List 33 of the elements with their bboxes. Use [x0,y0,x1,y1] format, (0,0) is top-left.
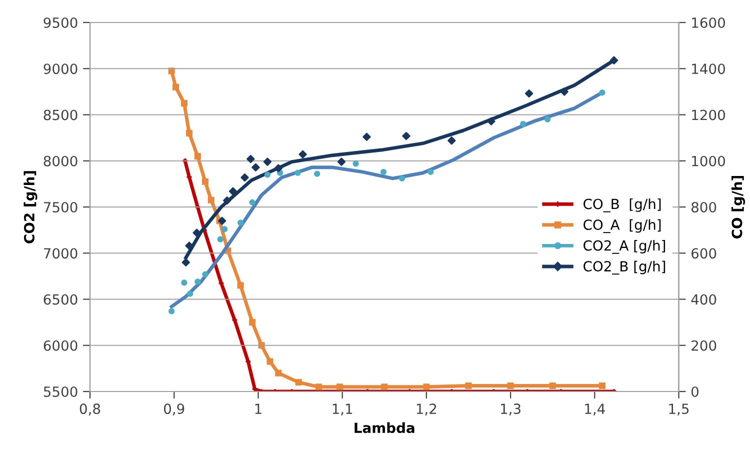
y-tick-label: 9500 [44,17,78,28]
y2-tick-label: 1600 [692,17,725,28]
x-tick-label: 0,9 [164,404,184,416]
y2-tick-label: 600 [692,248,716,259]
y-tick-label: 6000 [44,340,78,351]
x-tick-label: 1,4 [585,404,605,416]
x-tick-label: 1,1 [332,404,352,416]
y-tick-label: 8000 [44,156,78,166]
x-axis-title: Lambda [354,422,414,434]
y-tick-label: 7500 [44,202,78,212]
x-tick-label: 0,8 [80,404,100,416]
y-tick-label: 5500 [44,386,78,397]
y2-tick-label: 0 [691,386,698,397]
y2-tick-label: 1000 [692,156,725,166]
y2-tick-label: 200 [692,340,716,351]
y-tick-label: 7000 [44,248,78,259]
y2-axis-title: CO [g/h] [731,176,746,239]
y2-tick-label: 400 [691,294,716,305]
x-tick-label: 1,3 [501,404,520,416]
x-tick-label: 1,5 [669,404,689,416]
x-tick-label: 1,2 [416,404,436,416]
x-tick-label: 1 [255,404,262,414]
y-tick-label: 6500 [44,294,78,305]
y-tick-label: 9000 [44,64,78,74]
y2-tick-label: 1200 [692,110,725,120]
legend-label: CO2_A [g/h] [584,240,666,254]
y-tick-label: 8500 [44,110,78,120]
legend-label: CO_A [g/h] [584,219,661,234]
y2-tick-label: 800 [691,202,716,212]
legend-label: CO_B [g/h] [584,198,661,212]
legend-label: CO2_B [g/h] [584,260,666,275]
y-axis-title: CO2 [g/h] [24,171,38,244]
y2-tick-label: 1400 [692,64,725,74]
